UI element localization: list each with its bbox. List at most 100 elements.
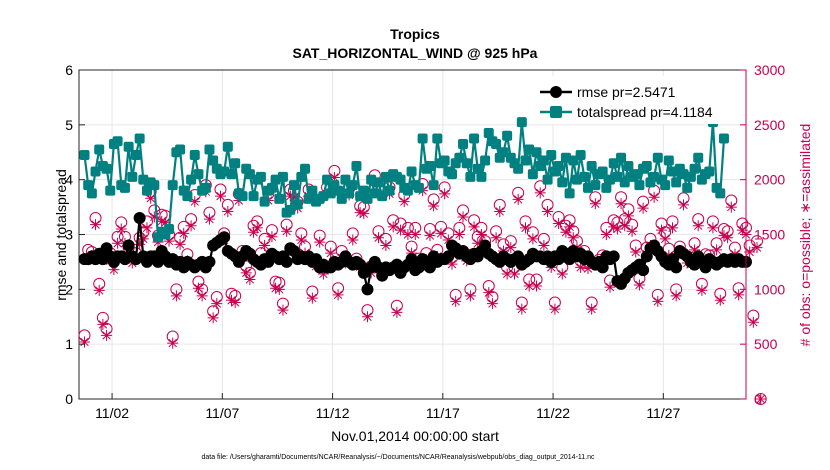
obs-assimilated-marker — [402, 229, 414, 240]
obs-assimilated-marker — [486, 298, 498, 310]
obs-assimilated-marker — [90, 219, 102, 231]
obs-assimilated-marker — [156, 215, 168, 227]
obs-assimilated-marker — [439, 188, 451, 200]
rmse-series — [78, 212, 752, 296]
totalspread-marker — [105, 185, 116, 196]
obs-assimilated-marker — [744, 246, 756, 258]
obs-assimilated-marker — [226, 294, 238, 306]
footnote: data file: /Users/gharamti/Documents/NCA… — [201, 454, 595, 461]
totalspread-marker — [208, 155, 219, 166]
totalspread-marker — [222, 141, 233, 152]
obs-assimilated-marker — [314, 236, 326, 248]
totalspread-marker — [175, 144, 186, 155]
chart-title: Tropics — [390, 26, 440, 42]
totalspread-marker — [127, 171, 138, 182]
totalspread-marker — [274, 193, 285, 204]
right-axis: 0 500 1000 1500 2000 2500 3000 — [740, 62, 785, 407]
obs-assimilated-marker — [619, 220, 631, 232]
left-tick-label: 4 — [65, 172, 73, 188]
obs-assimilated-marker — [659, 233, 671, 245]
totalspread-marker — [469, 133, 480, 144]
totalspread-marker — [480, 155, 491, 166]
rmse-marker — [442, 250, 455, 263]
obs-assimilated-marker — [306, 292, 318, 304]
obs-assimilated-marker — [483, 287, 495, 299]
totalspread-marker — [520, 155, 531, 166]
legend-spread-marker — [550, 106, 562, 118]
obs-assimilated-marker — [214, 190, 226, 202]
obs-assimilated-marker — [733, 289, 745, 301]
obs-assimilated-marker — [516, 303, 528, 315]
obs-assimilated-marker — [442, 234, 454, 246]
rmse-marker — [280, 255, 293, 268]
obs-assimilated-marker — [722, 232, 734, 244]
totalspread-marker — [623, 160, 634, 171]
obs-assimilated-marker — [575, 261, 587, 273]
totalspread-marker — [200, 182, 211, 193]
obs-assimilated-marker — [736, 224, 748, 236]
totalspread-marker — [557, 177, 568, 188]
right-axis-label: # of obs: o=possible; ∗=assimilated — [797, 124, 813, 347]
totalspread-marker — [527, 169, 538, 180]
obs-assimilated-marker — [185, 220, 197, 232]
obs-assimilated-marker — [192, 282, 204, 294]
obs-assimilated-marker — [472, 237, 484, 249]
obs-assimilated-marker — [531, 280, 543, 292]
rmse-marker — [133, 212, 146, 225]
totalspread-marker — [461, 158, 472, 169]
totalspread-marker — [413, 182, 424, 193]
obs-assimilated-marker — [490, 232, 502, 244]
obs-assimilated-marker — [178, 227, 190, 239]
totalspread-marker — [715, 188, 726, 199]
obs-assimilated-marker — [189, 196, 201, 208]
totalspread-marker — [564, 188, 575, 199]
legend: rmse pr=2.5471 totalspread pr=4.1184 — [534, 76, 738, 124]
obs-assimilated-marker — [409, 229, 421, 240]
totalspread-marker — [266, 182, 277, 193]
obs-assimilated-marker — [270, 282, 282, 294]
right-tick-label: 2000 — [754, 172, 785, 188]
totalspread-marker — [101, 163, 112, 174]
obs-assimilated-marker — [428, 200, 440, 212]
totalspread-marker — [351, 160, 362, 171]
obs-assimilated-marker — [361, 311, 373, 323]
obs-assimilated-marker — [553, 218, 565, 230]
totalspread-marker — [483, 128, 494, 139]
totalspread-marker — [491, 139, 502, 150]
obs-assimilated-marker — [549, 303, 561, 315]
totalspread-marker — [704, 166, 715, 177]
rmse-marker — [203, 255, 216, 268]
totalspread-marker — [693, 152, 704, 163]
obs-assimilated-marker — [527, 233, 539, 245]
obs-assimilated-marker — [170, 290, 182, 302]
obs-assimilated-marker — [520, 222, 532, 234]
totalspread-marker — [94, 144, 105, 155]
obs-assimilated-marker — [159, 216, 171, 228]
totalspread-marker — [395, 174, 406, 185]
totalspread-marker — [204, 144, 215, 155]
obs-assimilated-marker — [615, 198, 627, 210]
obs-assimilated-marker — [207, 312, 219, 324]
totalspread-marker — [83, 180, 94, 191]
obs-assimilated-marker — [141, 222, 153, 234]
totalspread-marker — [189, 149, 200, 160]
obs-assimilated-marker — [670, 290, 682, 302]
obs-assimilated-marker — [611, 223, 623, 235]
totalspread-marker — [406, 166, 417, 177]
obs-assimilated-marker — [718, 230, 730, 242]
chart-subtitle: SAT_HORIZONTAL_WIND @ 925 hPa — [293, 45, 538, 61]
right-tick-label: 2500 — [754, 117, 785, 133]
obs-assimilated-marker — [604, 281, 616, 293]
obs-assimilated-marker — [196, 290, 208, 302]
obs-assimilated-marker — [79, 336, 91, 348]
totalspread-marker — [579, 171, 590, 182]
obs-assimilated-marker — [424, 230, 436, 242]
obs-assimilated-marker — [689, 244, 701, 256]
obs-assimilated-marker — [211, 298, 223, 310]
obs-assimilated-marker — [505, 242, 517, 254]
obs-assimilated-marker — [380, 239, 392, 251]
left-tick-label: 0 — [65, 391, 73, 407]
totalspread-marker — [465, 171, 476, 182]
rmse-marker — [122, 239, 135, 252]
obs-assimilated-marker — [630, 246, 642, 258]
